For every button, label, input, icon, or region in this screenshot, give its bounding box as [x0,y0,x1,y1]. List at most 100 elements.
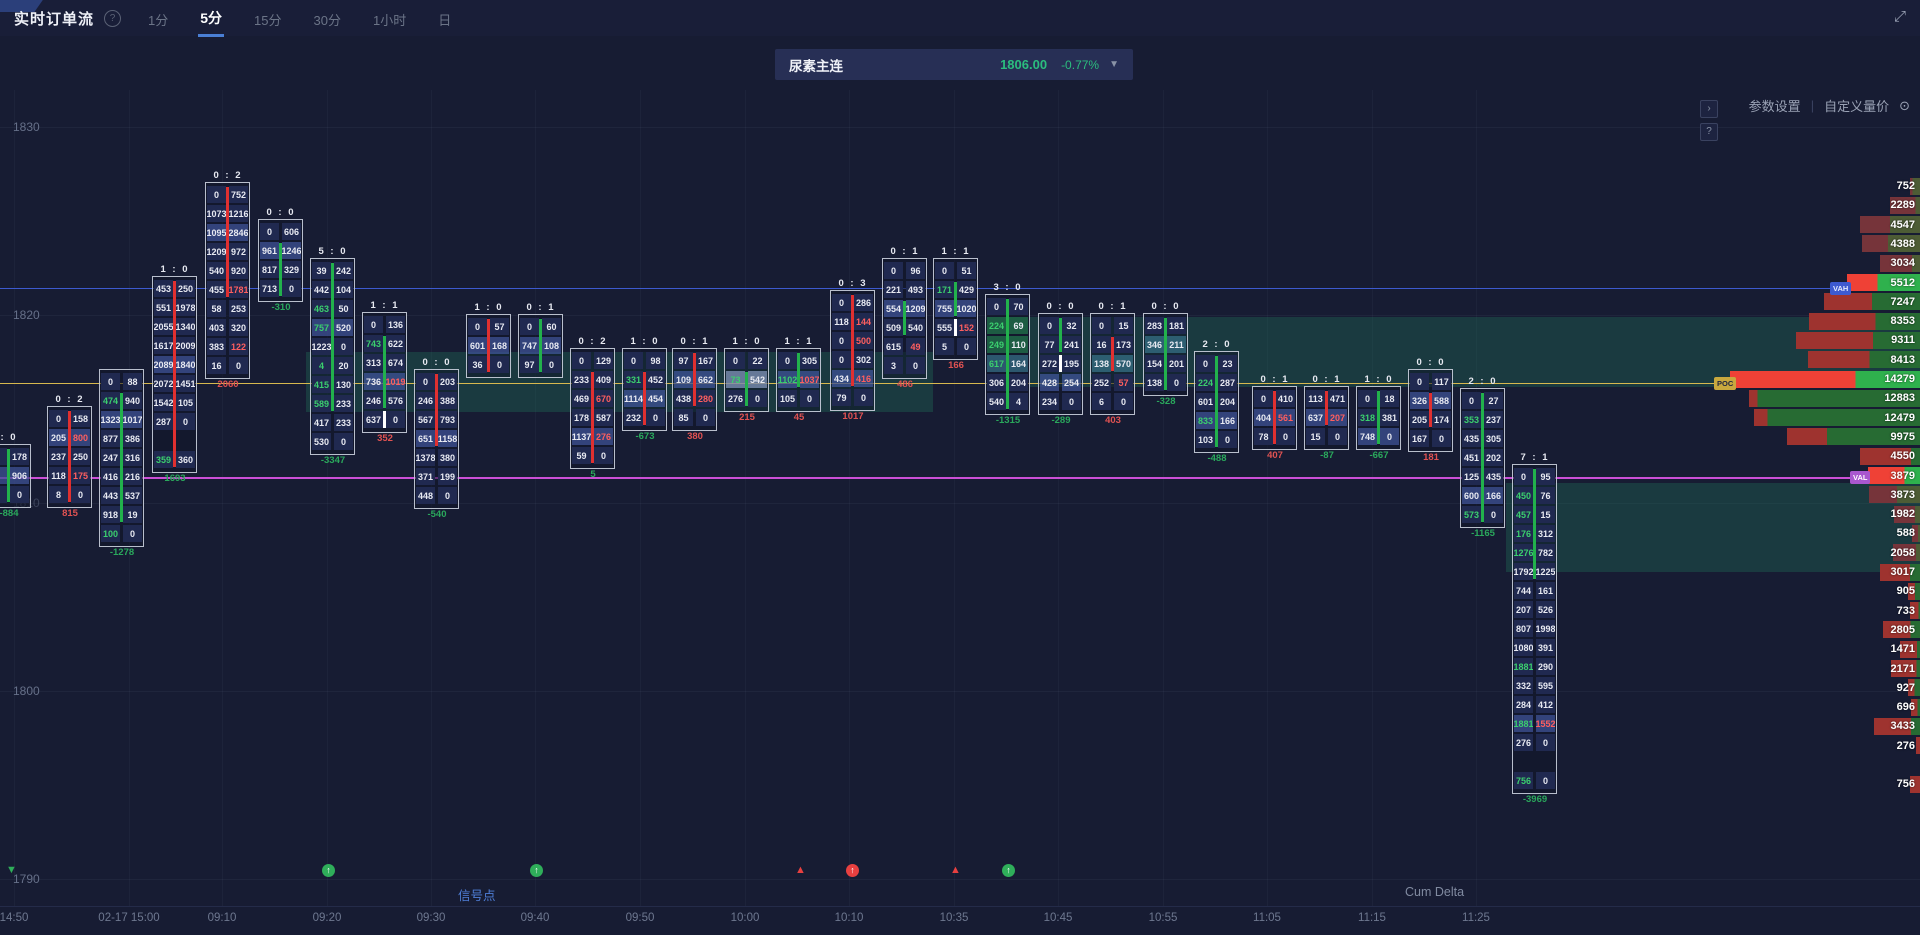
profile-bar [1808,312,1920,330]
signal-marker[interactable]: ↑ [846,864,859,877]
signal-marker[interactable]: ↑ [1002,864,1015,877]
footprint-column[interactable]: 1 : 1 0 305 1102 1037 105 0 45 [776,336,822,423]
footprint-column[interactable]: 0 88 474 940 1323 1017 877 386 247 316 416 216 443 53… [99,357,145,558]
collapse-button[interactable]: › [1700,100,1718,118]
profile-bar [1916,737,1920,755]
footprint-column[interactable]: 0 : 1 0 96 221 493 554 1209 509 540 615 49 3 0 486 [882,246,928,390]
delta-label: 2060 [217,379,239,390]
delta-label: -1315 [995,415,1021,426]
profile-bar [1882,621,1920,639]
custom-volume-link[interactable]: 自定义量价 [1824,99,1890,114]
footprint-column[interactable]: 0 : 0 0 32 77 241 272 195 428 254 234 0 -289 [1038,301,1084,426]
ask-cell: 0 [334,338,353,355]
ask-cell: 203 [438,373,457,390]
expand-icon[interactable]: ⤢ [1893,8,1906,25]
time-axis-label: 11:15 [1358,912,1386,924]
bid-cell: 744 [1514,582,1533,599]
ask-cell: 2009 [176,337,195,354]
footprint-column[interactable]: 1 : 0 0 98 331 452 1114 454 232 0 -673 [622,336,668,442]
legend-signal-points[interactable]: 信号点 [458,889,496,903]
tab-日[interactable]: 日 [438,12,452,28]
gear-icon[interactable]: ⊙ [1899,97,1910,113]
footprint-column[interactable]: 0 : 1 0 15 16 173 138 570 252 57 6 0 403 [1090,301,1136,426]
ask-cell: 782 [1536,544,1555,561]
footprint-column[interactable]: 5 : 0 39 242 442 104 463 50 757 520 1223 0 4 20 415 13… [310,246,356,466]
footprint-column[interactable]: 0 : 1 97 167 109 662 438 280 85 0 380 [672,336,718,442]
footprint-column[interactable]: 1 : 1 0 51 171 429 755 1020 555 152 5 0 166 [933,246,979,371]
symbol-selector[interactable]: 尿素主连 1806.00 -0.77% ▼ [775,49,1133,80]
signal-marker[interactable]: ↑ [530,864,543,877]
footprint-column[interactable]: 2 : 0 0 23 224 287 601 204 833 166 103 0 -488 [1194,339,1240,464]
footprint-column[interactable]: 1 : 0 453 250 551 1978 2055 1340 1617 2009 2089 18… [152,264,198,484]
tab-15分[interactable]: 15分 [254,12,282,28]
help-button[interactable]: ? [1700,123,1718,141]
footprint-column[interactable]: 0 : 0 0 203 246 388 567 793 651 1158 1378 380 371 19… [414,357,460,520]
footprint-column[interactable]: 0 : 1 0 410 404 561 78 0 407 [1252,374,1298,461]
ask-cell: 316 [123,449,142,466]
footprint-column[interactable]: 0 : 0 283 181 346 211 154 201 138 0 -328 [1143,301,1189,407]
tab-1小时[interactable]: 1小时 [372,12,407,28]
footprint-column[interactable]: 1 : 0 0 22 73 542 276 0 215 [724,336,770,423]
footprint-column[interactable]: : 0 178 90650 -884 [0,432,32,519]
ask-cell: 305 [800,352,819,369]
footprint-column[interactable]: 7 : 1 0 95 450 76 457 15 176 312 1276 782 1792 1225 7… [1512,452,1558,805]
footprint-column[interactable]: 3 : 0 0 70 224 69 249 110 617 164 306 204 540 4 -1315 [985,282,1031,426]
footprint-column[interactable]: 0 : 0 0 117 326 588 205 174 167 0 181 [1408,357,1454,463]
footprint-column[interactable]: 0 : 3 0 286 118 144 0 500 0 302 434 416 79 0 1017 [830,278,876,422]
profile-value: 9311 [1891,334,1915,347]
tab-30分[interactable]: 30分 [313,12,341,28]
ask-cell: 1552 [1536,715,1555,732]
imbalance-label: 0 : 1 [680,336,710,347]
profile-value: 756 [1896,778,1915,791]
help-icon[interactable]: ? [104,10,121,27]
ask-cell: 233 [334,414,353,431]
bid-cell: 747 [520,337,539,354]
bid-cell: 283 [1145,317,1164,334]
footprint-column[interactable]: 0 : 1 0 60 747 108 97 0 [518,302,564,385]
profile-bar [1900,640,1920,658]
ask-cell: 1451 [176,375,195,392]
ask-cell: 117 [1432,373,1451,390]
tab-5分[interactable]: 5分 [198,0,225,37]
footprint-column[interactable]: 1 : 1 0 136 743 622 313 674 736 1019 246 576 637 0 35… [362,300,408,444]
legend-cum-delta[interactable]: Cum Delta [1405,885,1465,899]
bid-cell: 417 [312,414,331,431]
ask-cell: 161 [1536,582,1555,599]
delta-label: -289 [1051,415,1071,426]
footprint-column[interactable]: 0 : 2 0 129 233 409 469 670 178 587 1137 276 59 0 5 [570,336,616,480]
signal-marker[interactable]: ↑ [322,864,335,877]
profile-value: 3034 [1890,257,1915,270]
ask-cell: 50 [334,300,353,317]
ask-cell: 207 [1328,409,1347,426]
ask-cell: 105 [176,394,195,411]
footprint-column[interactable]: 1 : 0 0 18 318 381 748 0 -667 [1356,374,1402,461]
ask-cell: 520 [334,319,353,336]
footprint-column[interactable]: 0 : 2 0 752 1073 1216 1095 2846 1209 972 540 920 45… [205,170,251,390]
footprint-column[interactable]: 0 : 1 113 471 637 207 15 0 -87 [1304,374,1350,461]
candle-body-line [1533,469,1536,579]
bid-cell: 0 [416,373,435,390]
bid-cell: 224 [1196,374,1215,391]
ask-cell: 0 [800,390,819,407]
delta-label: 1017 [842,411,864,422]
ask-cell: 0 [1276,428,1295,445]
ask-cell: 662 [696,371,715,388]
ask-cell: 250 [176,280,195,297]
bid-cell: 0 [520,318,539,335]
signal-marker[interactable]: ▼ [6,864,17,876]
tab-1分[interactable]: 1分 [148,12,169,28]
signal-marker[interactable]: ▲ [950,864,961,876]
footprint-column[interactable]: 1 : 0 0 57 601 168 36 0 [466,302,512,385]
signal-marker[interactable]: ▲ [795,864,806,876]
settings-link[interactable]: 参数设置 [1748,99,1801,114]
bid-cell: 0 [1092,317,1111,334]
bid-cell: 540 [987,393,1006,410]
footprint-column[interactable]: 0 : 2 0 158 205 800 237 250 118 175 8 0 815 [47,394,93,519]
footprint-column[interactable]: 2 : 0 0 27 353 237 435 305 451 202 125 435 600 166 57… [1460,376,1506,539]
candle-body-line [279,243,282,296]
ask-cell: 0 [1484,506,1503,523]
delta-label: -1278 [109,547,135,558]
footprint-column[interactable]: 0 : 0 0 606 961 1246 817 329 713 0 -310 [258,207,304,313]
bid-cell: 2072 [154,375,173,392]
